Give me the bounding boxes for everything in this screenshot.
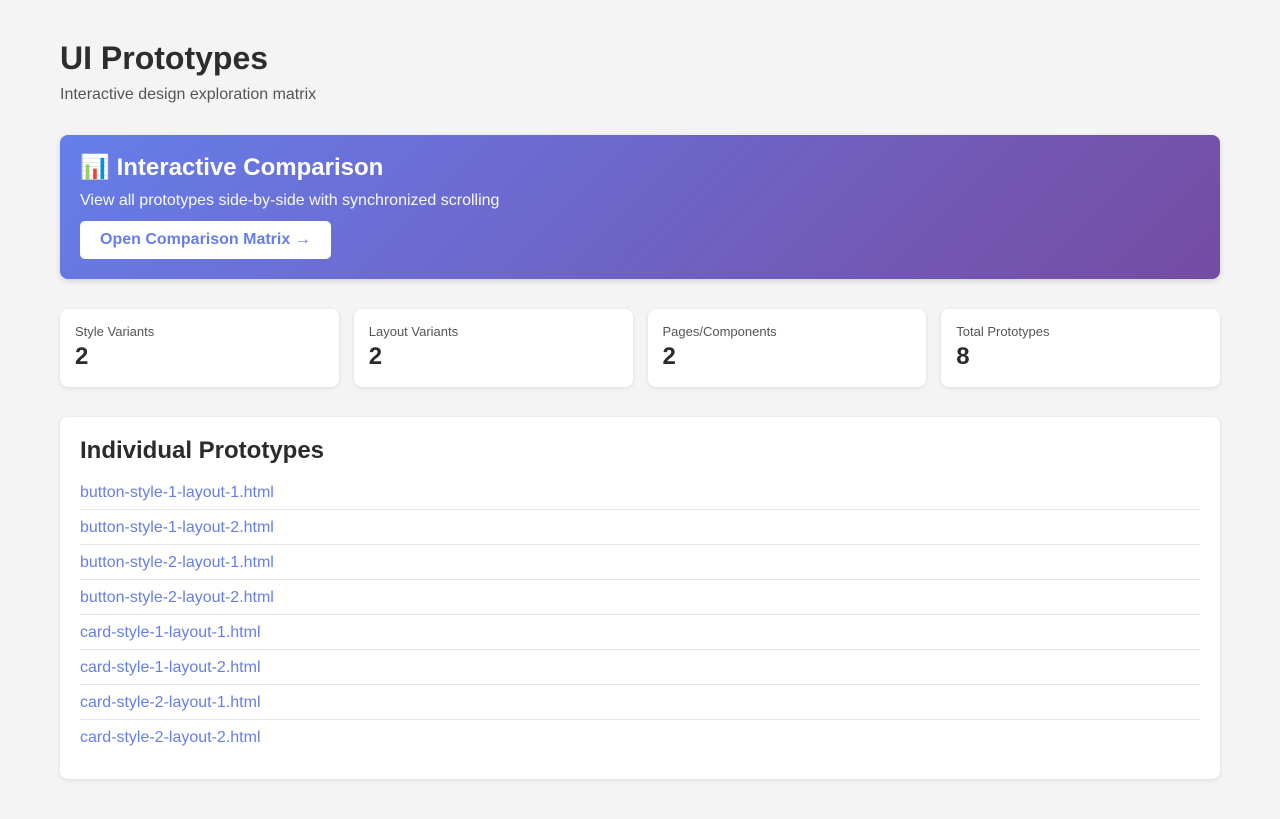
prototype-link[interactable]: button-style-2-layout-1.html <box>80 545 1200 580</box>
bar-chart-icon: 📊 <box>80 154 110 181</box>
stats-row: Style Variants 2 Layout Variants 2 Pages/C… <box>60 309 1220 387</box>
banner-title-text: Interactive Comparison <box>116 154 384 181</box>
prototype-link[interactable]: card-style-2-layout-1.html <box>80 685 1200 720</box>
page-subtitle: Interactive design exploration matrix <box>60 86 317 103</box>
prototype-link[interactable]: button-style-1-layout-1.html <box>80 475 1200 510</box>
banner-title: 📊 Interactive Comparison <box>80 153 1200 183</box>
stat-label: Style Variants <box>75 324 155 339</box>
stat-card-total-prototypes: Total Prototypes 8 <box>941 309 1220 387</box>
page-title: UI Prototypes <box>60 40 269 76</box>
stat-value: 8 <box>956 343 970 370</box>
prototypes-title: Individual Prototypes <box>80 437 325 464</box>
stat-value: 2 <box>368 343 383 370</box>
banner-description: View all prototypes side-by-side with sy… <box>80 192 500 209</box>
prototype-link[interactable]: card-style-1-layout-2.html <box>80 650 1200 685</box>
prototypes-list: Individual Prototypes button-style-1-lay… <box>60 417 1220 779</box>
prototype-link[interactable]: card-style-1-layout-1.html <box>80 615 1200 650</box>
stat-card-pages-components: Pages/Components 2 <box>647 309 927 387</box>
stat-card-style-variants: Style Variants 2 <box>60 309 339 387</box>
prototype-link[interactable]: button-style-2-layout-2.html <box>80 580 1200 615</box>
stat-label: Pages/Components <box>662 324 777 339</box>
stat-card-layout-variants: Layout Variants 2 <box>353 309 633 387</box>
stat-label: Total Prototypes <box>956 324 1050 339</box>
prototype-link[interactable]: button-style-1-layout-2.html <box>80 510 1200 545</box>
stat-value: 2 <box>662 343 676 370</box>
stat-value: 2 <box>75 343 89 370</box>
prototype-link[interactable]: card-style-2-layout-2.html <box>80 729 261 746</box>
open-comparison-button[interactable]: Open Comparison Matrix → <box>80 221 331 259</box>
comparison-banner: 📊 Interactive Comparison View all protot… <box>60 135 1220 279</box>
stat-label: Layout Variants <box>368 324 459 339</box>
